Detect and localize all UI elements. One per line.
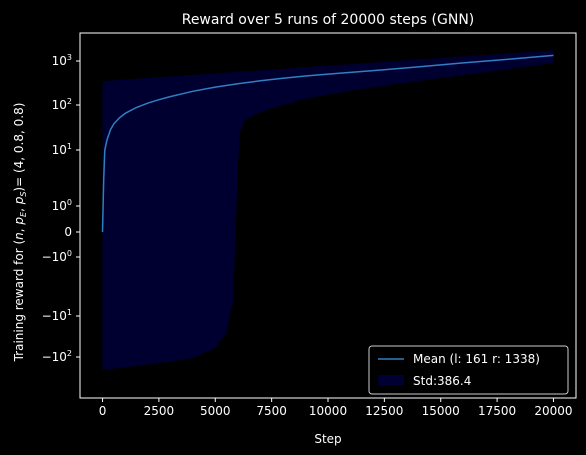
- std-band: [102, 50, 554, 370]
- y-tick-label: 101: [52, 142, 72, 157]
- x-tick-label: 15000: [422, 404, 460, 418]
- x-axis-label: Step: [314, 432, 341, 446]
- x-tick-label: 20000: [534, 404, 572, 418]
- y-tick-label: 102: [52, 97, 72, 112]
- legend: Mean (l: 161 r: 1338) Std:386.4: [368, 345, 569, 395]
- mean-line-layer: [101, 54, 554, 233]
- legend-std-swatch: [378, 375, 404, 385]
- legend-std-label: Std:386.4: [413, 374, 471, 388]
- y-tick-label: 100: [52, 198, 72, 213]
- legend-box: [368, 345, 569, 395]
- x-tick-label: 5000: [200, 404, 231, 418]
- mean-line: [101, 54, 554, 233]
- y-tick-label: 0: [64, 225, 72, 239]
- x-tick-label: 7500: [256, 404, 287, 418]
- x-tick-label: 2500: [144, 404, 175, 418]
- y-tick-label: −101: [42, 308, 72, 323]
- y-tick-label: 103: [52, 53, 72, 68]
- x-tick-label: 10000: [309, 404, 347, 418]
- x-axis-ticks: 0 2500 5000 7500 10000 12500 15000 17500 20000: [99, 398, 573, 418]
- y-axis-ticks: 103 102 101 100 0 −100 −101 −102: [42, 53, 80, 364]
- x-tick-label: 0: [99, 404, 107, 418]
- chart-title: Reward over 5 runs of 20000 steps (GNN): [182, 12, 475, 28]
- x-tick-label: 12500: [365, 404, 403, 418]
- std-band-layer: [102, 50, 554, 370]
- y-tick-label: −102: [42, 349, 72, 364]
- y-axis-label: Training reward for (n, pE, pS)= (4, 0.8…: [12, 103, 28, 363]
- x-tick-label: 17500: [478, 404, 516, 418]
- legend-mean-label: Mean (l: 161 r: 1338): [413, 352, 540, 366]
- y-tick-label: −100: [42, 249, 72, 264]
